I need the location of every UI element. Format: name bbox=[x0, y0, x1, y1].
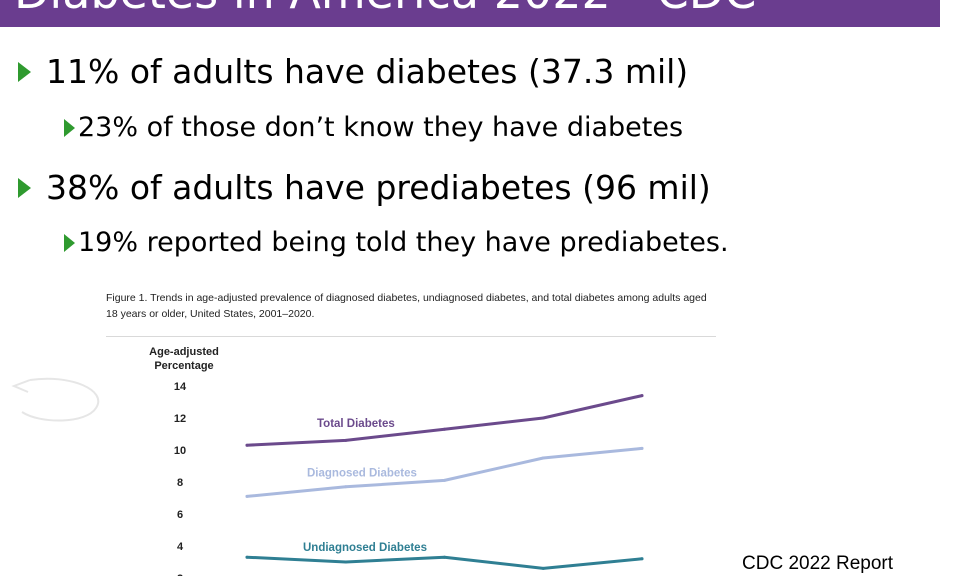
series-point-2 bbox=[541, 566, 545, 570]
series-point-1 bbox=[443, 478, 446, 482]
figure-caption: Figure 1. Trends in age-adjusted prevale… bbox=[106, 292, 707, 320]
series-point-2 bbox=[245, 555, 249, 559]
series-point-1 bbox=[344, 485, 348, 489]
bullet-arrow-icon bbox=[64, 234, 75, 252]
series-label-0: Total Diabetes bbox=[317, 418, 395, 430]
y-axis-label-line-2: Percentage bbox=[154, 360, 213, 372]
y-tick-label: 4 bbox=[177, 541, 184, 553]
prevalence-line-chart: Age-adjusted Percentage 2 4 6 8 10 12 14 Total Di… bbox=[149, 346, 644, 576]
sub-bullet-text: 19% reported being told they have predia… bbox=[78, 227, 729, 258]
series-point-1 bbox=[245, 494, 249, 498]
series-point-2 bbox=[640, 557, 644, 561]
series-line-0 bbox=[245, 394, 644, 447]
series-line-2 bbox=[245, 555, 644, 570]
y-tick-label: 6 bbox=[177, 509, 183, 521]
decorative-swirl-icon bbox=[11, 377, 100, 422]
y-tick-label: 12 bbox=[174, 413, 186, 425]
slide-title: Diabetes in America 2022 - CDC bbox=[14, 0, 756, 20]
series-point-0 bbox=[344, 438, 348, 442]
cdc-figure: Figure 1. Trends in age-adjusted prevale… bbox=[104, 288, 720, 576]
figure-divider bbox=[106, 336, 716, 337]
y-tick-label: 2 bbox=[177, 573, 183, 576]
sub-bullet-item-2: 19% reported being told they have predia… bbox=[64, 226, 932, 260]
y-tick-label: 8 bbox=[177, 477, 183, 489]
y-tick-label: 10 bbox=[174, 445, 186, 457]
series-point-0 bbox=[245, 443, 249, 447]
y-axis-label-line-1: Age-adjusted bbox=[149, 346, 219, 358]
bullet-arrow-icon bbox=[18, 62, 31, 82]
series-point-2 bbox=[344, 560, 348, 564]
bullet-text: 11% of adults have diabetes (37.3 mil) bbox=[46, 52, 689, 91]
slide-title-bar: Diabetes in America 2022 - CDC bbox=[0, 0, 940, 27]
sub-bullet-text: 23% of those don’t know they have diabet… bbox=[78, 112, 684, 143]
bullet-item-1: 11% of adults have diabetes (37.3 mil) bbox=[14, 52, 914, 92]
bullet-arrow-icon bbox=[64, 119, 75, 137]
bullet-item-2: 38% of adults have prediabetes (96 mil) bbox=[14, 168, 914, 208]
series-label-1: Diagnosed Diabetes bbox=[307, 467, 417, 479]
series-point-0 bbox=[640, 394, 644, 398]
bullet-text: 38% of adults have prediabetes (96 mil) bbox=[46, 168, 711, 207]
series-point-2 bbox=[443, 555, 446, 559]
source-label: CDC 2022 Report bbox=[742, 553, 894, 574]
series-point-1 bbox=[541, 456, 545, 460]
sub-bullet-item-1: 23% of those don’t know they have diabet… bbox=[64, 111, 932, 145]
bullet-arrow-icon bbox=[18, 178, 31, 198]
series-point-1 bbox=[640, 446, 644, 450]
series-label-2: Undiagnosed Diabetes bbox=[303, 542, 427, 554]
series-point-0 bbox=[541, 416, 545, 420]
y-tick-label: 14 bbox=[174, 381, 187, 393]
series-point-0 bbox=[443, 427, 446, 431]
